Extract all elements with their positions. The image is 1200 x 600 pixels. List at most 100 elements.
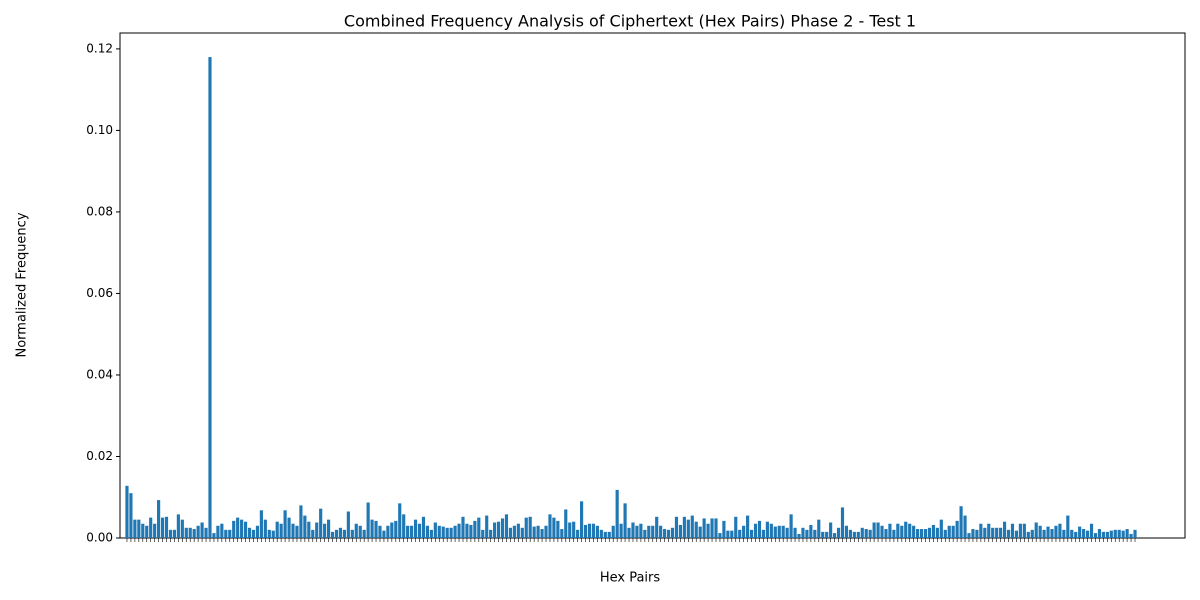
bar bbox=[1097, 529, 1102, 538]
bar bbox=[378, 525, 382, 538]
bar bbox=[793, 527, 797, 538]
bar bbox=[469, 524, 473, 538]
bar bbox=[220, 523, 224, 538]
bar bbox=[303, 515, 307, 538]
bar bbox=[923, 529, 928, 538]
bar bbox=[963, 515, 967, 538]
bar bbox=[1062, 529, 1066, 538]
bar bbox=[702, 518, 706, 538]
bar bbox=[259, 510, 263, 538]
bar bbox=[323, 523, 327, 538]
y-tick-label: 0.02 bbox=[86, 449, 113, 463]
bar bbox=[184, 527, 188, 538]
bar bbox=[789, 514, 793, 538]
bar bbox=[753, 523, 758, 538]
bar bbox=[283, 510, 287, 538]
bar bbox=[1014, 530, 1019, 538]
bar bbox=[674, 516, 679, 538]
bar bbox=[868, 529, 872, 538]
bar bbox=[449, 527, 453, 538]
bar bbox=[821, 531, 825, 538]
bar bbox=[916, 529, 920, 538]
bar bbox=[212, 533, 216, 538]
bar bbox=[801, 527, 805, 538]
bar bbox=[927, 527, 932, 538]
bar bbox=[350, 529, 354, 538]
bar bbox=[413, 519, 418, 538]
bar bbox=[410, 525, 414, 538]
bar bbox=[1086, 530, 1090, 538]
bar bbox=[196, 525, 200, 538]
bar bbox=[785, 527, 789, 538]
bar bbox=[607, 531, 611, 538]
bar bbox=[655, 516, 659, 538]
bar bbox=[1022, 523, 1026, 538]
bar bbox=[457, 523, 461, 538]
bar bbox=[983, 527, 987, 538]
bar bbox=[710, 518, 714, 538]
bar bbox=[279, 523, 283, 538]
bar bbox=[200, 522, 204, 538]
bar bbox=[354, 523, 358, 538]
bar bbox=[856, 531, 860, 538]
bar bbox=[334, 529, 339, 538]
bar bbox=[429, 529, 433, 538]
bar bbox=[417, 523, 422, 538]
y-tick-label: 0.00 bbox=[86, 531, 113, 545]
bar bbox=[544, 525, 548, 538]
bar bbox=[552, 517, 556, 538]
bar bbox=[520, 527, 524, 538]
bar bbox=[876, 522, 880, 538]
bar bbox=[587, 523, 592, 538]
bar bbox=[734, 516, 738, 538]
bar bbox=[208, 57, 212, 539]
bar bbox=[176, 514, 180, 538]
bar bbox=[631, 522, 635, 538]
bar bbox=[271, 530, 275, 538]
bar bbox=[995, 527, 999, 538]
chart-title: Combined Frequency Analysis of Ciphertex… bbox=[344, 12, 916, 31]
bar bbox=[647, 525, 651, 538]
bar bbox=[939, 519, 943, 538]
bar bbox=[880, 525, 884, 538]
bar bbox=[682, 516, 686, 538]
bar bbox=[742, 525, 746, 538]
bar bbox=[307, 521, 311, 538]
bar bbox=[453, 525, 457, 538]
bar bbox=[757, 520, 762, 538]
bar bbox=[817, 519, 821, 538]
bar bbox=[1074, 531, 1078, 538]
bar bbox=[714, 518, 718, 538]
bar bbox=[524, 517, 528, 538]
bar bbox=[157, 500, 161, 538]
bar bbox=[291, 523, 295, 538]
bar bbox=[852, 531, 856, 538]
bar bbox=[504, 514, 509, 538]
bar bbox=[568, 522, 572, 538]
bar bbox=[1117, 529, 1121, 538]
bar bbox=[556, 520, 560, 538]
bar bbox=[864, 529, 868, 538]
bar bbox=[900, 525, 904, 538]
bar bbox=[204, 527, 208, 538]
y-tick-label: 0.06 bbox=[86, 286, 113, 300]
bar bbox=[398, 503, 402, 538]
bar bbox=[216, 525, 220, 538]
bar bbox=[477, 517, 481, 538]
bar bbox=[267, 529, 271, 538]
bar bbox=[603, 531, 607, 538]
bar bbox=[848, 529, 852, 538]
bar bbox=[884, 529, 888, 538]
bar bbox=[591, 523, 596, 538]
bar bbox=[137, 519, 141, 538]
bar bbox=[172, 529, 176, 538]
bar bbox=[872, 522, 876, 538]
bar bbox=[141, 523, 145, 538]
bar bbox=[342, 529, 346, 538]
bar bbox=[433, 522, 437, 538]
bar bbox=[1101, 531, 1105, 538]
bar bbox=[168, 529, 173, 538]
bar bbox=[627, 527, 631, 538]
bar bbox=[1121, 530, 1125, 538]
